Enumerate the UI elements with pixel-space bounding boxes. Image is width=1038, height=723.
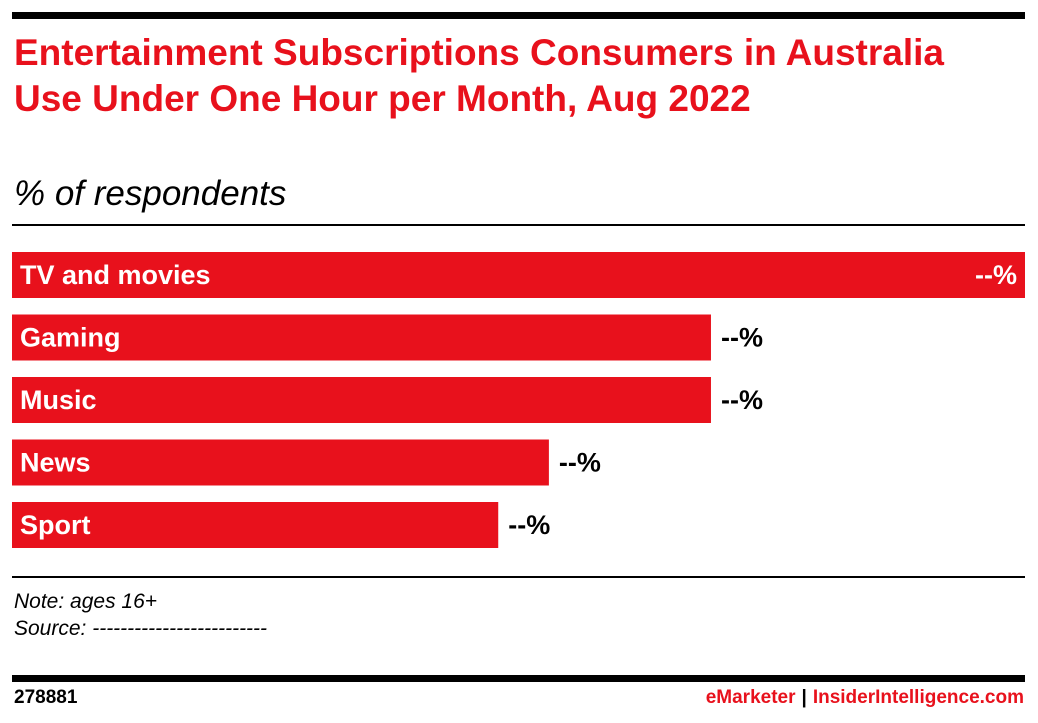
category-label: Sport <box>20 510 91 540</box>
category-label: Gaming <box>20 323 121 353</box>
value-label: --% <box>721 385 763 415</box>
chart-subtitle: % of respondents <box>14 174 287 213</box>
brand-insider-link[interactable]: InsiderIntelligence.com <box>812 687 1024 708</box>
bar-gaming <box>12 314 711 361</box>
value-label: --% <box>559 448 601 478</box>
bar-news <box>12 439 549 486</box>
value-label: --% <box>721 323 763 353</box>
category-label: News <box>20 448 91 478</box>
chart-title: Entertainment Subscriptions Consumers in… <box>14 32 944 119</box>
category-label: Music <box>20 385 97 415</box>
bar-tv-and-movies <box>12 252 1025 298</box>
bottom-rule <box>12 675 1025 682</box>
value-label: --% <box>975 260 1017 290</box>
top-rule <box>12 12 1025 19</box>
bar-sport <box>12 502 499 548</box>
brand-separator: | <box>801 687 807 708</box>
bar-music <box>12 377 711 423</box>
header-divider <box>12 224 1025 226</box>
notes-block: Note: ages 16+ Source: -----------------… <box>14 588 267 642</box>
category-label: TV and movies <box>20 260 211 290</box>
footer-divider <box>12 576 1025 578</box>
source-text: Source: ------------------------- <box>14 617 268 640</box>
note-text: Note: ages 16+ <box>14 590 158 613</box>
value-label: --% <box>508 510 550 540</box>
brand-credits: eMarketer | InsiderIntelligence.com <box>706 687 1024 709</box>
brand-emarketer: eMarketer <box>705 687 796 708</box>
chart-id: 278881 <box>14 687 78 708</box>
